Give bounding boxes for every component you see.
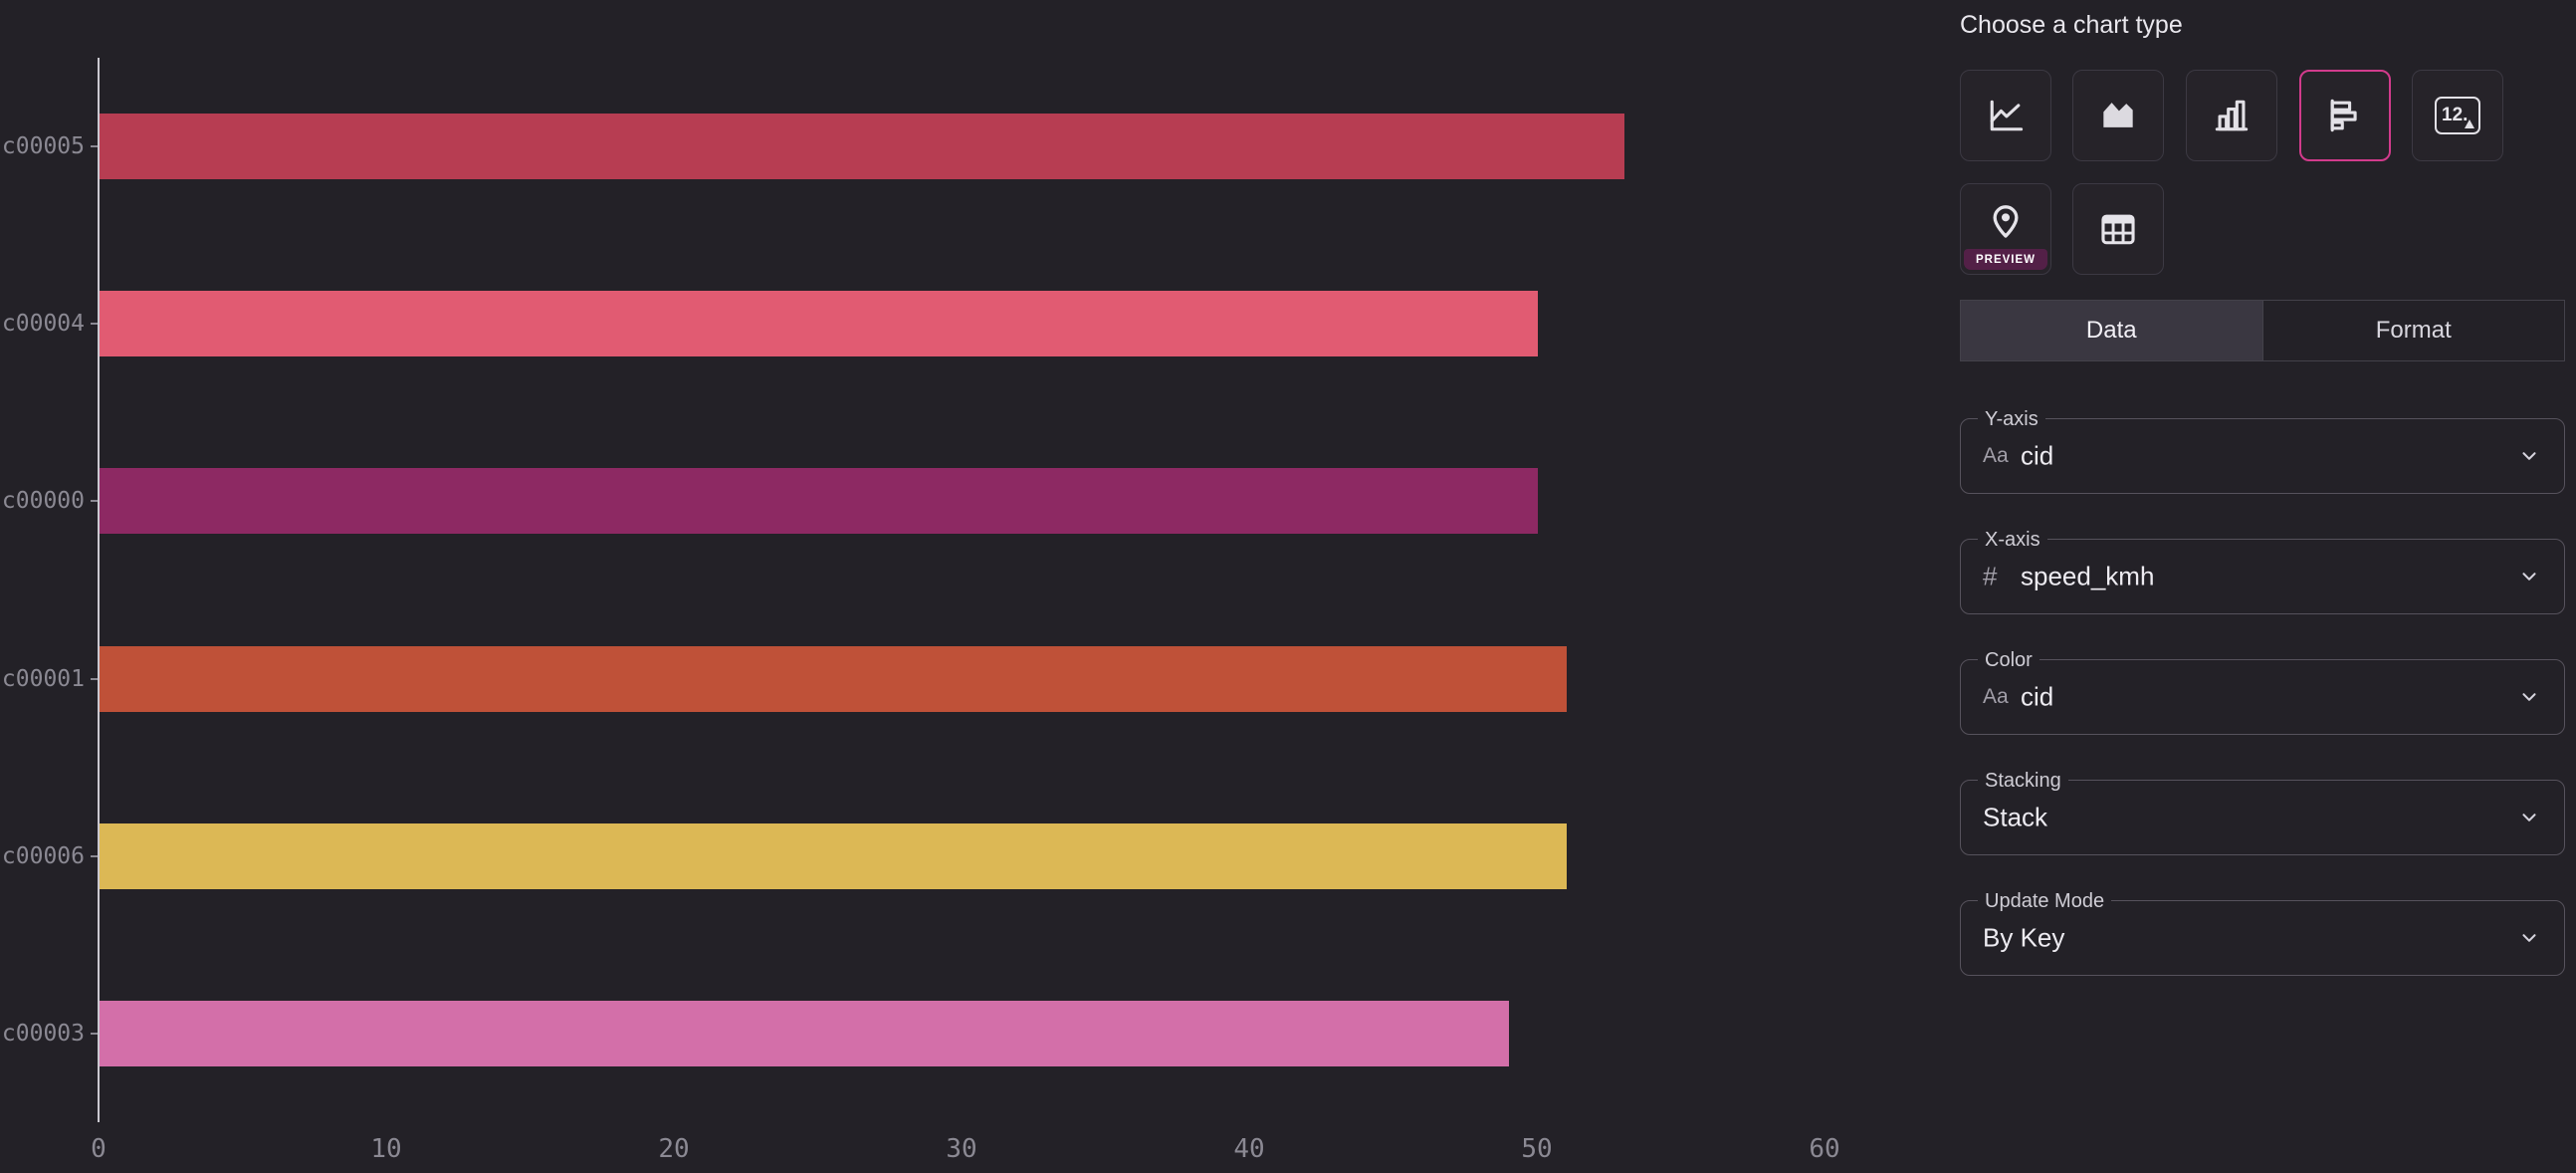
number-type-icon: # — [1983, 561, 1998, 591]
field-x-axis[interactable]: X-axis # speed_kmh — [1960, 528, 2565, 614]
y-axis-label: c00000 — [1, 488, 85, 515]
field-label: Update Mode — [1978, 889, 2112, 913]
big-number-icon: 12. — [2435, 97, 2480, 134]
field-update-mode[interactable]: Update Mode By Key — [1960, 889, 2565, 976]
panel-title: Choose a chart type — [1960, 11, 2183, 39]
horizontal-bar-chart-icon — [2330, 99, 2357, 132]
field-value: cid — [2021, 681, 2054, 712]
chevron-down-icon — [2522, 573, 2536, 581]
bar-c00000[interactable] — [100, 468, 1538, 535]
delta-triangle-icon — [2465, 119, 2474, 128]
map-pin-icon — [1993, 205, 2019, 238]
chart-type-bar-button[interactable] — [2186, 70, 2277, 161]
chart-type-line-button[interactable] — [1960, 70, 2051, 161]
data-format-tabs: Data Format — [1960, 300, 2565, 361]
bar-c00003[interactable] — [100, 1000, 1510, 1066]
line-chart-icon — [1990, 100, 2024, 131]
preview-badge: PREVIEW — [1964, 249, 2047, 270]
chevron-down-icon — [2522, 814, 2536, 821]
bar-c00006[interactable] — [100, 822, 1567, 889]
x-axis-tick-label: 10 — [370, 1134, 402, 1164]
y-axis-tick — [91, 854, 98, 857]
tab-data[interactable]: Data — [1961, 301, 2262, 360]
area-chart-icon — [2103, 103, 2133, 127]
chart-type-big-number-button[interactable]: 12. — [2412, 70, 2503, 161]
y-axis-tick — [91, 323, 98, 326]
chevron-down-icon — [2522, 934, 2536, 942]
field-label: Color — [1978, 648, 2039, 672]
text-type-icon: Aa — [1983, 685, 2009, 708]
chart-type-map-button[interactable]: PREVIEW — [1960, 183, 2051, 275]
field-color[interactable]: Color Aa cid — [1960, 648, 2565, 735]
bar-c00001[interactable] — [100, 645, 1567, 712]
field-value: Stack — [1983, 802, 2048, 832]
tab-format[interactable]: Format — [2261, 301, 2565, 360]
bar-c00004[interactable] — [100, 291, 1538, 357]
chevron-down-icon — [2522, 693, 2536, 701]
chart-type-area-button[interactable] — [2072, 70, 2164, 161]
y-axis-tick — [91, 145, 98, 148]
bar-chart: c00005 c00004 c00000 c00001 c00006 c00003 0 10 2… — [1, 58, 1840, 1164]
field-stacking[interactable]: Stacking Stack — [1960, 769, 2565, 855]
field-value: cid — [2021, 440, 2054, 471]
field-label: Stacking — [1978, 769, 2068, 793]
big-number-glyph: 12. — [2442, 105, 2469, 125]
field-label: Y-axis — [1978, 407, 2045, 431]
y-axis-label: c00004 — [1, 311, 85, 338]
x-axis-tick-label: 60 — [1809, 1134, 1840, 1164]
chevron-down-icon — [2522, 452, 2536, 460]
y-axis-label: c00001 — [1, 665, 85, 692]
bar-c00005[interactable] — [100, 114, 1624, 180]
chart-type-table-button[interactable] — [2072, 183, 2164, 275]
y-axis-label: c00006 — [1, 842, 85, 869]
y-axis-label: c00003 — [1, 1020, 85, 1047]
x-axis-tick-label: 0 — [91, 1134, 107, 1164]
y-axis-tick — [91, 677, 98, 680]
field-label: X-axis — [1978, 528, 2047, 552]
x-axis-tick-label: 50 — [1521, 1134, 1553, 1164]
x-axis-tick-label: 20 — [658, 1134, 690, 1164]
x-axis-tick-label: 30 — [946, 1134, 977, 1164]
x-axis-tick-label: 40 — [1233, 1134, 1265, 1164]
field-y-axis[interactable]: Y-axis Aa cid — [1960, 407, 2565, 494]
text-type-icon: Aa — [1983, 444, 2009, 467]
y-axis-line — [98, 58, 100, 1122]
bar-chart-icon — [2215, 100, 2249, 131]
chart-type-horizontal-bar-button[interactable] — [2299, 70, 2391, 161]
field-value: speed_kmh — [2021, 561, 2155, 591]
table-icon — [2101, 214, 2135, 245]
y-axis-tick — [91, 1032, 98, 1035]
field-value: By Key — [1983, 922, 2065, 953]
y-axis-label: c00005 — [1, 133, 85, 160]
y-axis-tick — [91, 500, 98, 503]
